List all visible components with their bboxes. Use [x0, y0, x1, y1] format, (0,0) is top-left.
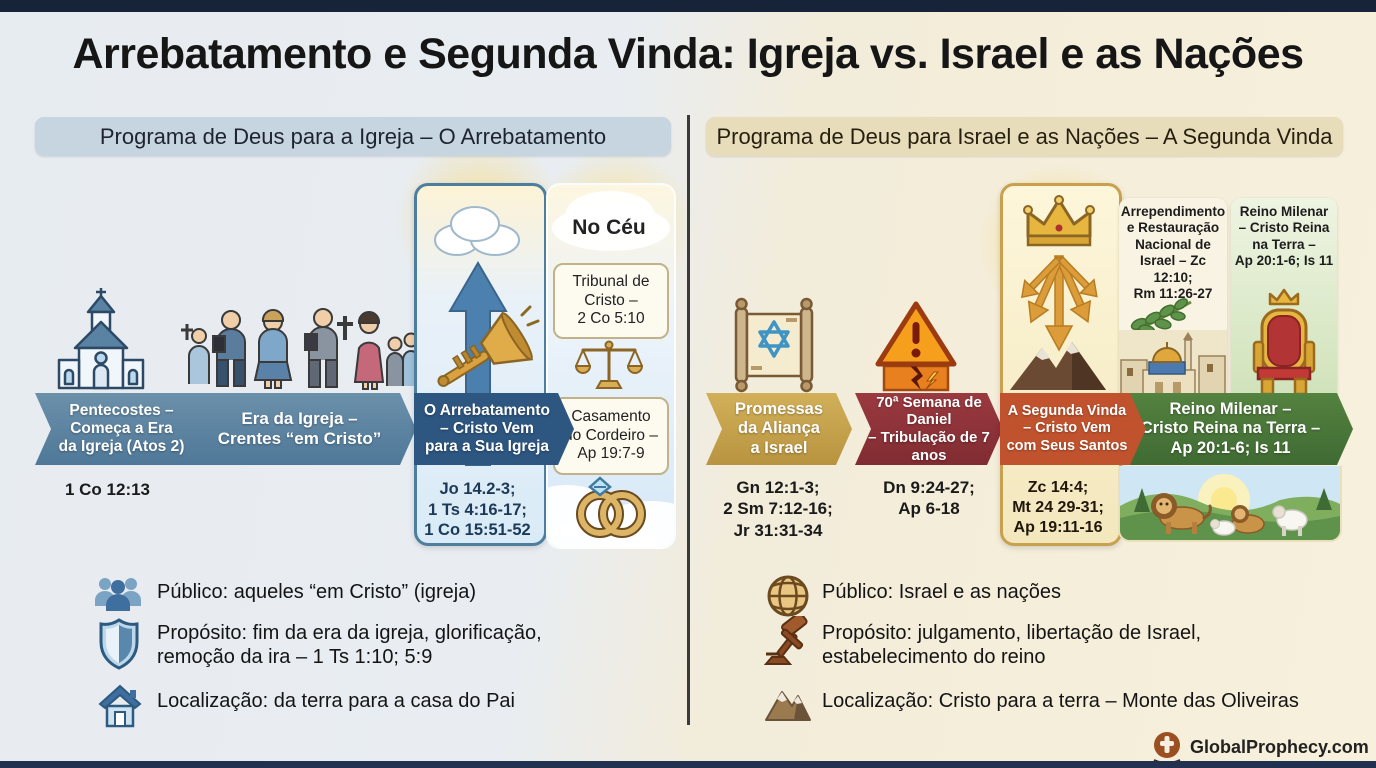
- repentance-text: Arrependimento e Restauração Nacional de…: [1120, 204, 1226, 302]
- people-icon: [95, 578, 141, 611]
- brand-label: GlobalProphecy.com: [1190, 736, 1369, 757]
- right-purpose-label: Propósito: julgamento, libertação de Isr…: [822, 622, 1202, 669]
- page-title: Arrebatamento e Segunda Vinda: Igreja vs…: [72, 30, 1304, 78]
- believers-group-icon: [181, 308, 415, 390]
- heaven-title: No Céu: [572, 216, 646, 239]
- left-purpose-label: Propósito: fim da era da igreja, glorifi…: [157, 622, 542, 669]
- cloud-icon: [434, 206, 520, 256]
- segment-label: Pentecostes – Começa a Era da Igreja (At…: [58, 401, 185, 456]
- segment-label: Era da Igreja – Crentes “em Cristo”: [217, 408, 382, 448]
- gavel-icon: [764, 616, 808, 665]
- church-icon: [57, 288, 145, 390]
- promises-refs: Gn 12:1-3; 2 Sm 7:12-16; Jr 31:31-34: [723, 478, 833, 540]
- timeline-segment-promises: Promessas da Aliança a Israel: [706, 393, 852, 465]
- bottom-border-strip: [0, 761, 1376, 768]
- segment-label: 70ª Semana de Daniel – Tribulação de 7 a…: [868, 393, 990, 464]
- kingdom-panel: Reino Milenar – Cristo Reina na Terra – …: [1231, 198, 1337, 402]
- segment-label: Promessas da Aliança a Israel: [734, 399, 824, 457]
- brand-logo: GlobalProphecy.com: [1152, 731, 1369, 763]
- rapture-banner: O Arrebatamento – Cristo Vem para a Sua …: [414, 393, 574, 465]
- daniel-refs: Dn 9:24-27; Ap 6-18: [883, 478, 975, 519]
- right-location-label: Localização: Cristo para a terra – Monte…: [822, 690, 1299, 712]
- column-divider: [687, 115, 690, 725]
- right-column-header: Programa de Deus para Israel e as Nações…: [706, 117, 1343, 156]
- segment-label: O Arrebatamento – Cristo Vem para a Sua …: [423, 401, 551, 456]
- second-coming-refs: Zc 14:4; Mt 24 29-31; Ap 19:11-16: [1012, 479, 1104, 536]
- wedding-rings-icon: [576, 476, 646, 538]
- mount-olives-icon: [1010, 342, 1106, 390]
- left-audience-label: Público: aqueles “em Cristo” (igreja): [157, 581, 477, 603]
- pastoral-scene: [1118, 466, 1342, 542]
- pentecost-ref: 1 Co 12:13: [64, 480, 151, 499]
- house-icon: [98, 684, 142, 728]
- repentance-panel: Arrependimento e Restauração Nacional de…: [1119, 198, 1227, 402]
- timeline-segment-pentecost: Pentecostes – Começa a Era da Igreja (At…: [35, 393, 208, 465]
- jerusalem-skyline: [1119, 330, 1227, 402]
- scales-icon: [575, 340, 643, 389]
- crown-icon: [1023, 195, 1095, 247]
- timeline-segment-church-age: Era da Igreja – Crentes “em Cristo”: [183, 393, 416, 465]
- cloud-icon: [566, 191, 654, 235]
- top-border-strip: [0, 0, 1376, 12]
- timeline-segment-millennial-kingdom: Reino Milenar – Cristo Reina na Terra – …: [1118, 393, 1353, 465]
- right-audience-label: Público: Israel e as nações: [822, 581, 1062, 603]
- kingdom-text: Reino Milenar – Cristo Reina na Terra – …: [1234, 204, 1334, 269]
- tribunal-box: Tribunal de Cristo – 2 Co 5:10: [553, 263, 669, 339]
- left-location-label: Localização: da terra para a casa do Pai: [157, 690, 515, 712]
- left-column-header: Programa de Deus para a Igreja – O Arreb…: [35, 117, 671, 156]
- segment-label: Reino Milenar – Cristo Reina na Terra – …: [1140, 399, 1321, 457]
- second-coming-banner: A Segunda Vinda – Cristo Vem com Seus Sa…: [1000, 393, 1146, 465]
- cross-globe-icon: [1153, 732, 1181, 763]
- globe-icon: [767, 575, 809, 617]
- throne-icon: [1252, 288, 1316, 396]
- timeline-segment-daniel-week: 70ª Semana de Daniel – Tribulação de 7 a…: [855, 393, 1003, 465]
- torah-scroll-icon: [734, 297, 814, 393]
- mountain-icon: [765, 691, 811, 721]
- shield-icon: [99, 618, 139, 670]
- trumpet-icon: [437, 305, 540, 387]
- segment-label: A Segunda Vinda – Cristo Vem com Seus Sa…: [1006, 403, 1128, 454]
- warning-tribulation-icon: [875, 301, 957, 392]
- lion-lamb-illustration: [1120, 466, 1340, 540]
- rapture-refs: Jo 14.2-3; 1 Ts 4:16-17; 1 Co 15:51-52: [424, 480, 531, 540]
